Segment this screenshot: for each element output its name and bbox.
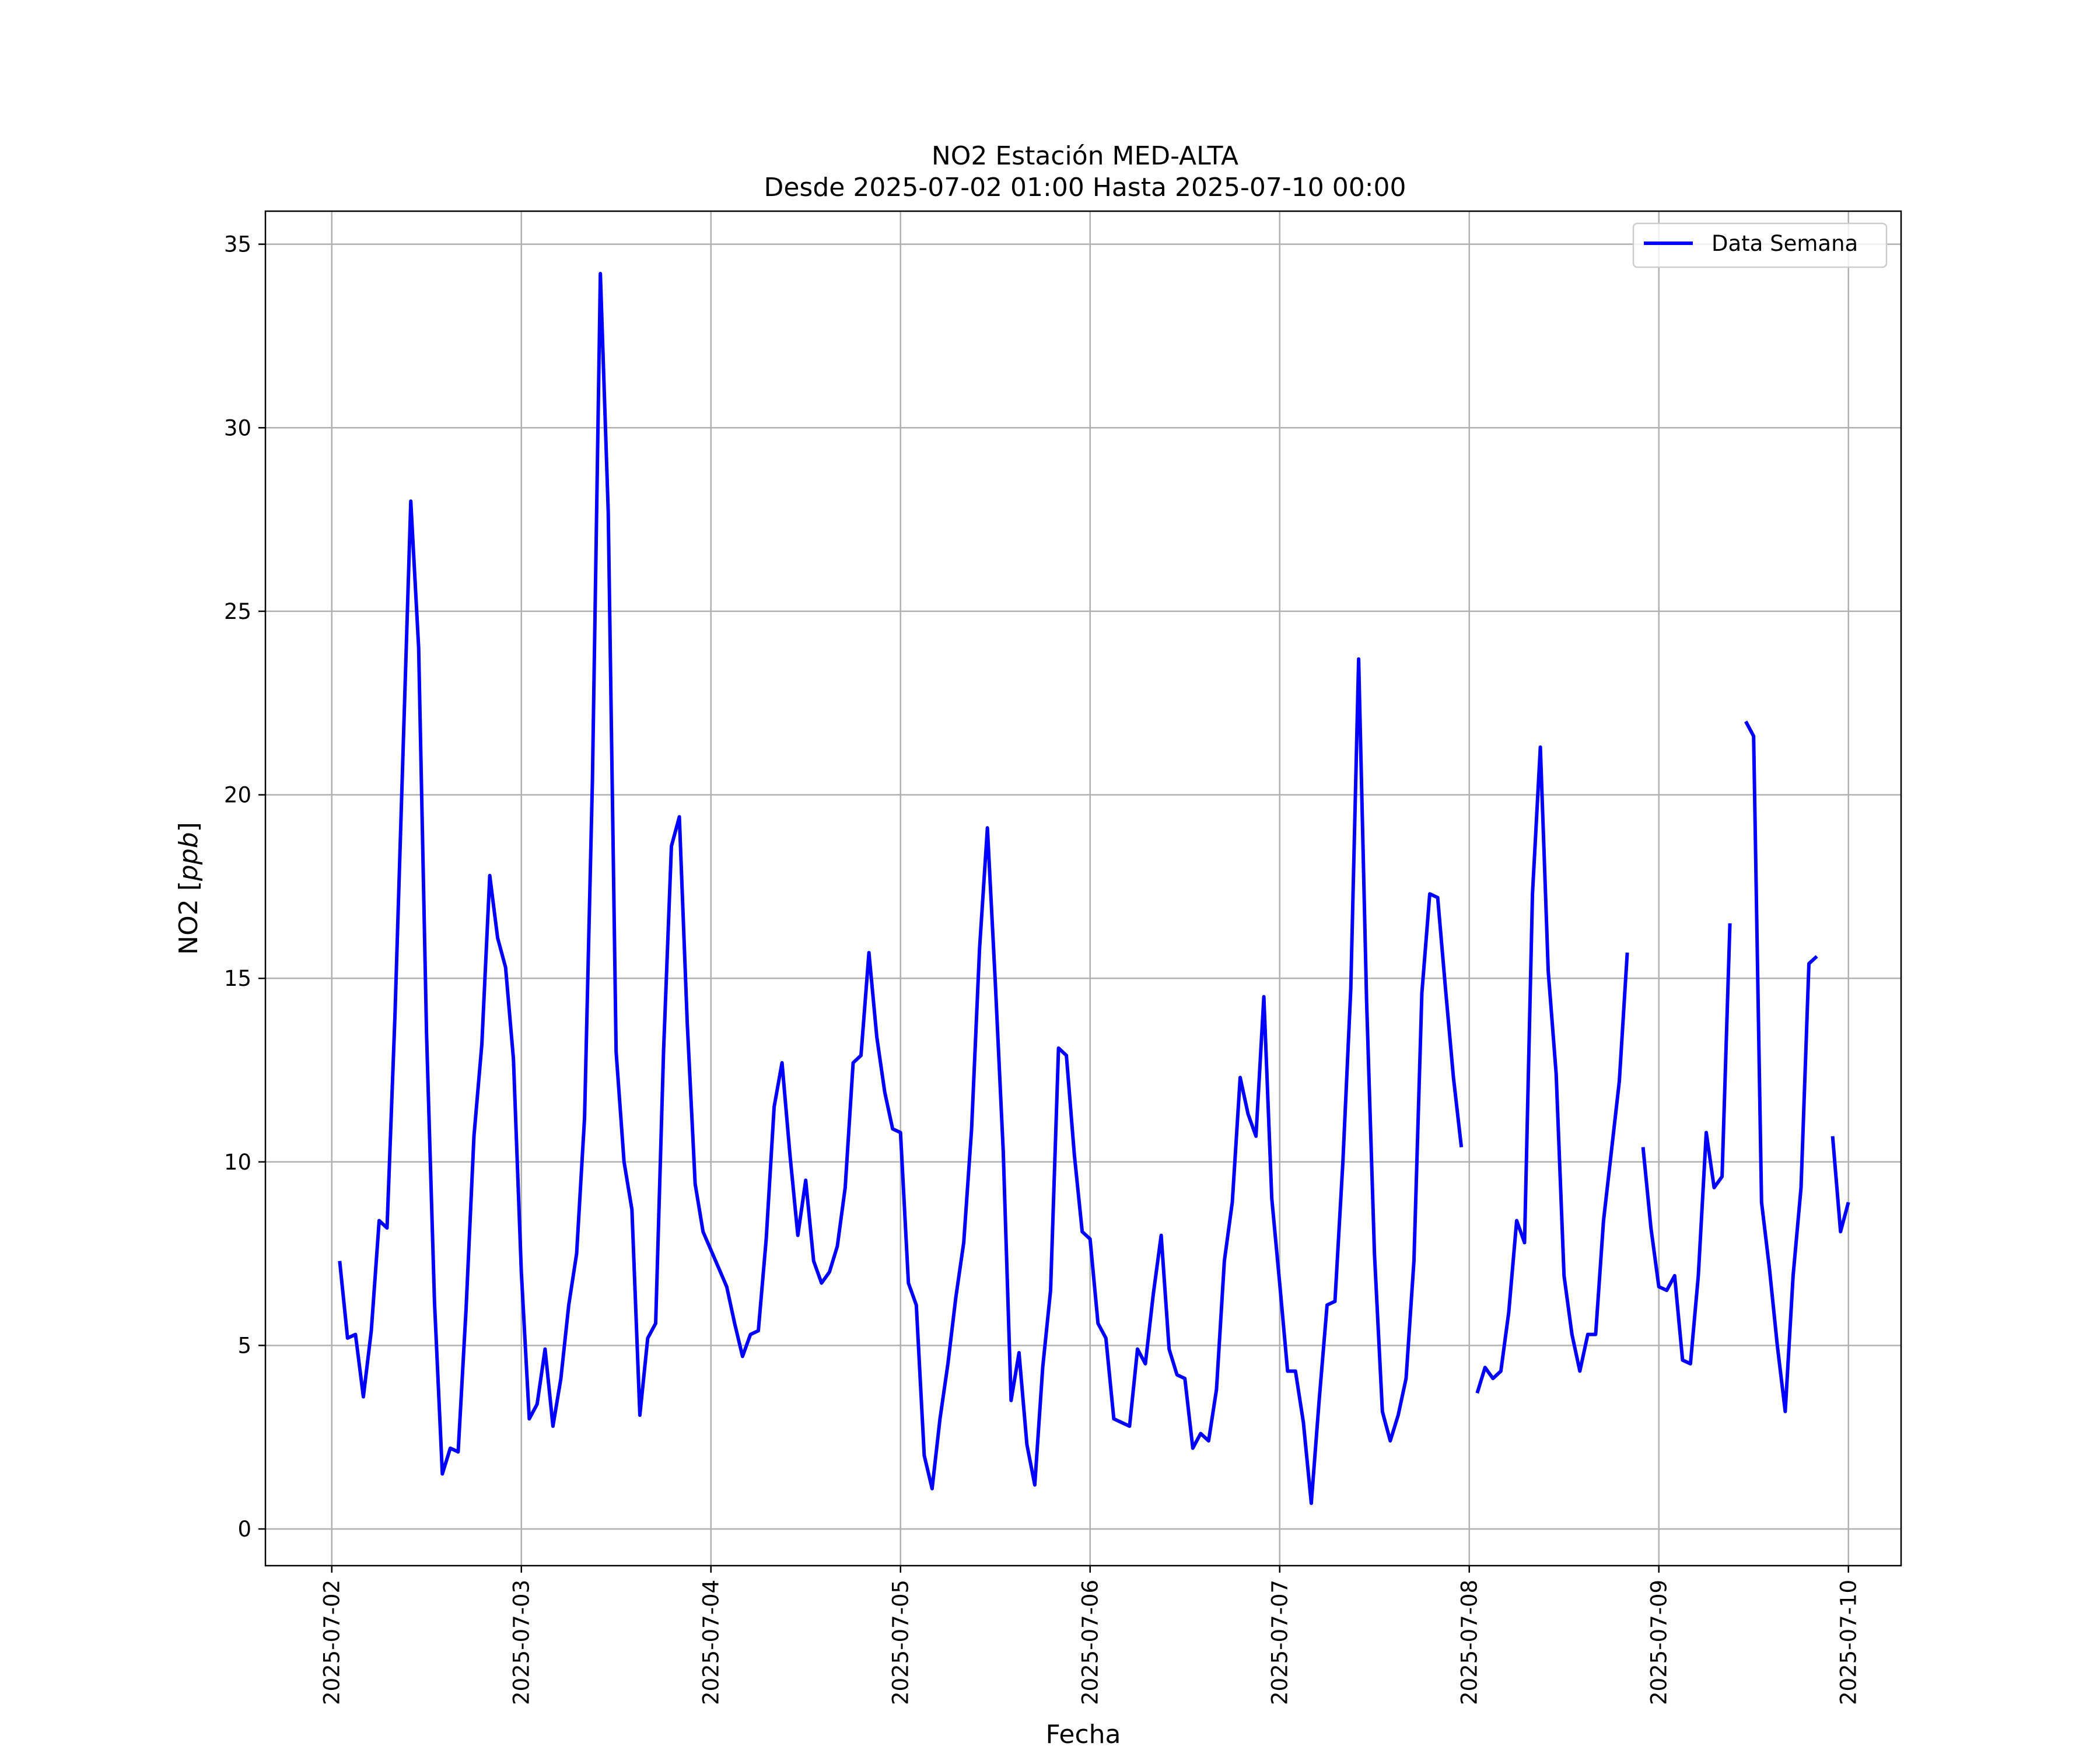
x-axis: 2025-07-02 2025-07-03 2025-07-04 2025-07-05… xyxy=(320,1566,1861,1705)
x-tick-label: 2025-07-04 xyxy=(699,1580,724,1705)
x-tick-label: 2025-07-09 xyxy=(1647,1580,1672,1705)
y-grid xyxy=(265,243,1901,1530)
chart-title: NO2 Estación MED-ALTA xyxy=(932,141,1238,171)
series-line-segment xyxy=(1475,745,1629,1394)
y-axis-label-unit: ppb xyxy=(174,832,204,881)
y-axis-label-suffix: ] xyxy=(174,822,204,832)
x-grid xyxy=(331,211,1849,1566)
series-line-segment xyxy=(1831,1136,1850,1234)
y-tick-label: 35 xyxy=(224,232,251,257)
legend-label: Data Semana xyxy=(1712,231,1858,256)
x-tick-label: 2025-07-03 xyxy=(509,1580,534,1705)
y-tick-label: 5 xyxy=(237,1333,251,1358)
x-tick-label: 2025-07-07 xyxy=(1268,1580,1293,1705)
x-tick-label: 2025-07-05 xyxy=(888,1580,914,1705)
y-tick-label: 30 xyxy=(224,415,251,440)
y-axis: 0 5 10 15 20 25 30 35 xyxy=(224,232,265,1542)
x-tick-label: 2025-07-06 xyxy=(1078,1580,1103,1705)
series-line-segment xyxy=(1744,720,1818,1413)
series-line-segment xyxy=(338,272,1464,1505)
series-line-segment xyxy=(1641,923,1732,1366)
y-tick-label: 15 xyxy=(224,966,251,991)
legend-box xyxy=(1632,222,1888,268)
plot-background xyxy=(265,211,1901,1566)
x-axis-label: Fecha xyxy=(1045,1720,1121,1749)
x-tick-label: 2025-07-02 xyxy=(320,1580,345,1705)
y-axis-label: NO2 [ppb] xyxy=(174,822,204,955)
y-axis-label-prefix: NO2 [ xyxy=(174,881,204,955)
chart-subtitle: Desde 2025-07-02 01:00 Hasta 2025-07-10 … xyxy=(764,173,1406,202)
legend: Data Semana xyxy=(1632,222,1888,268)
x-tick-label: 2025-07-10 xyxy=(1836,1580,1861,1705)
y-tick-label: 0 xyxy=(237,1517,251,1542)
series-layer xyxy=(338,272,1850,1505)
plot-frame xyxy=(264,210,1902,1567)
y-tick-label: 25 xyxy=(224,599,251,624)
x-tick-label: 2025-07-08 xyxy=(1457,1580,1482,1705)
y-tick-label: 20 xyxy=(224,783,251,808)
y-tick-label: 10 xyxy=(224,1150,251,1175)
